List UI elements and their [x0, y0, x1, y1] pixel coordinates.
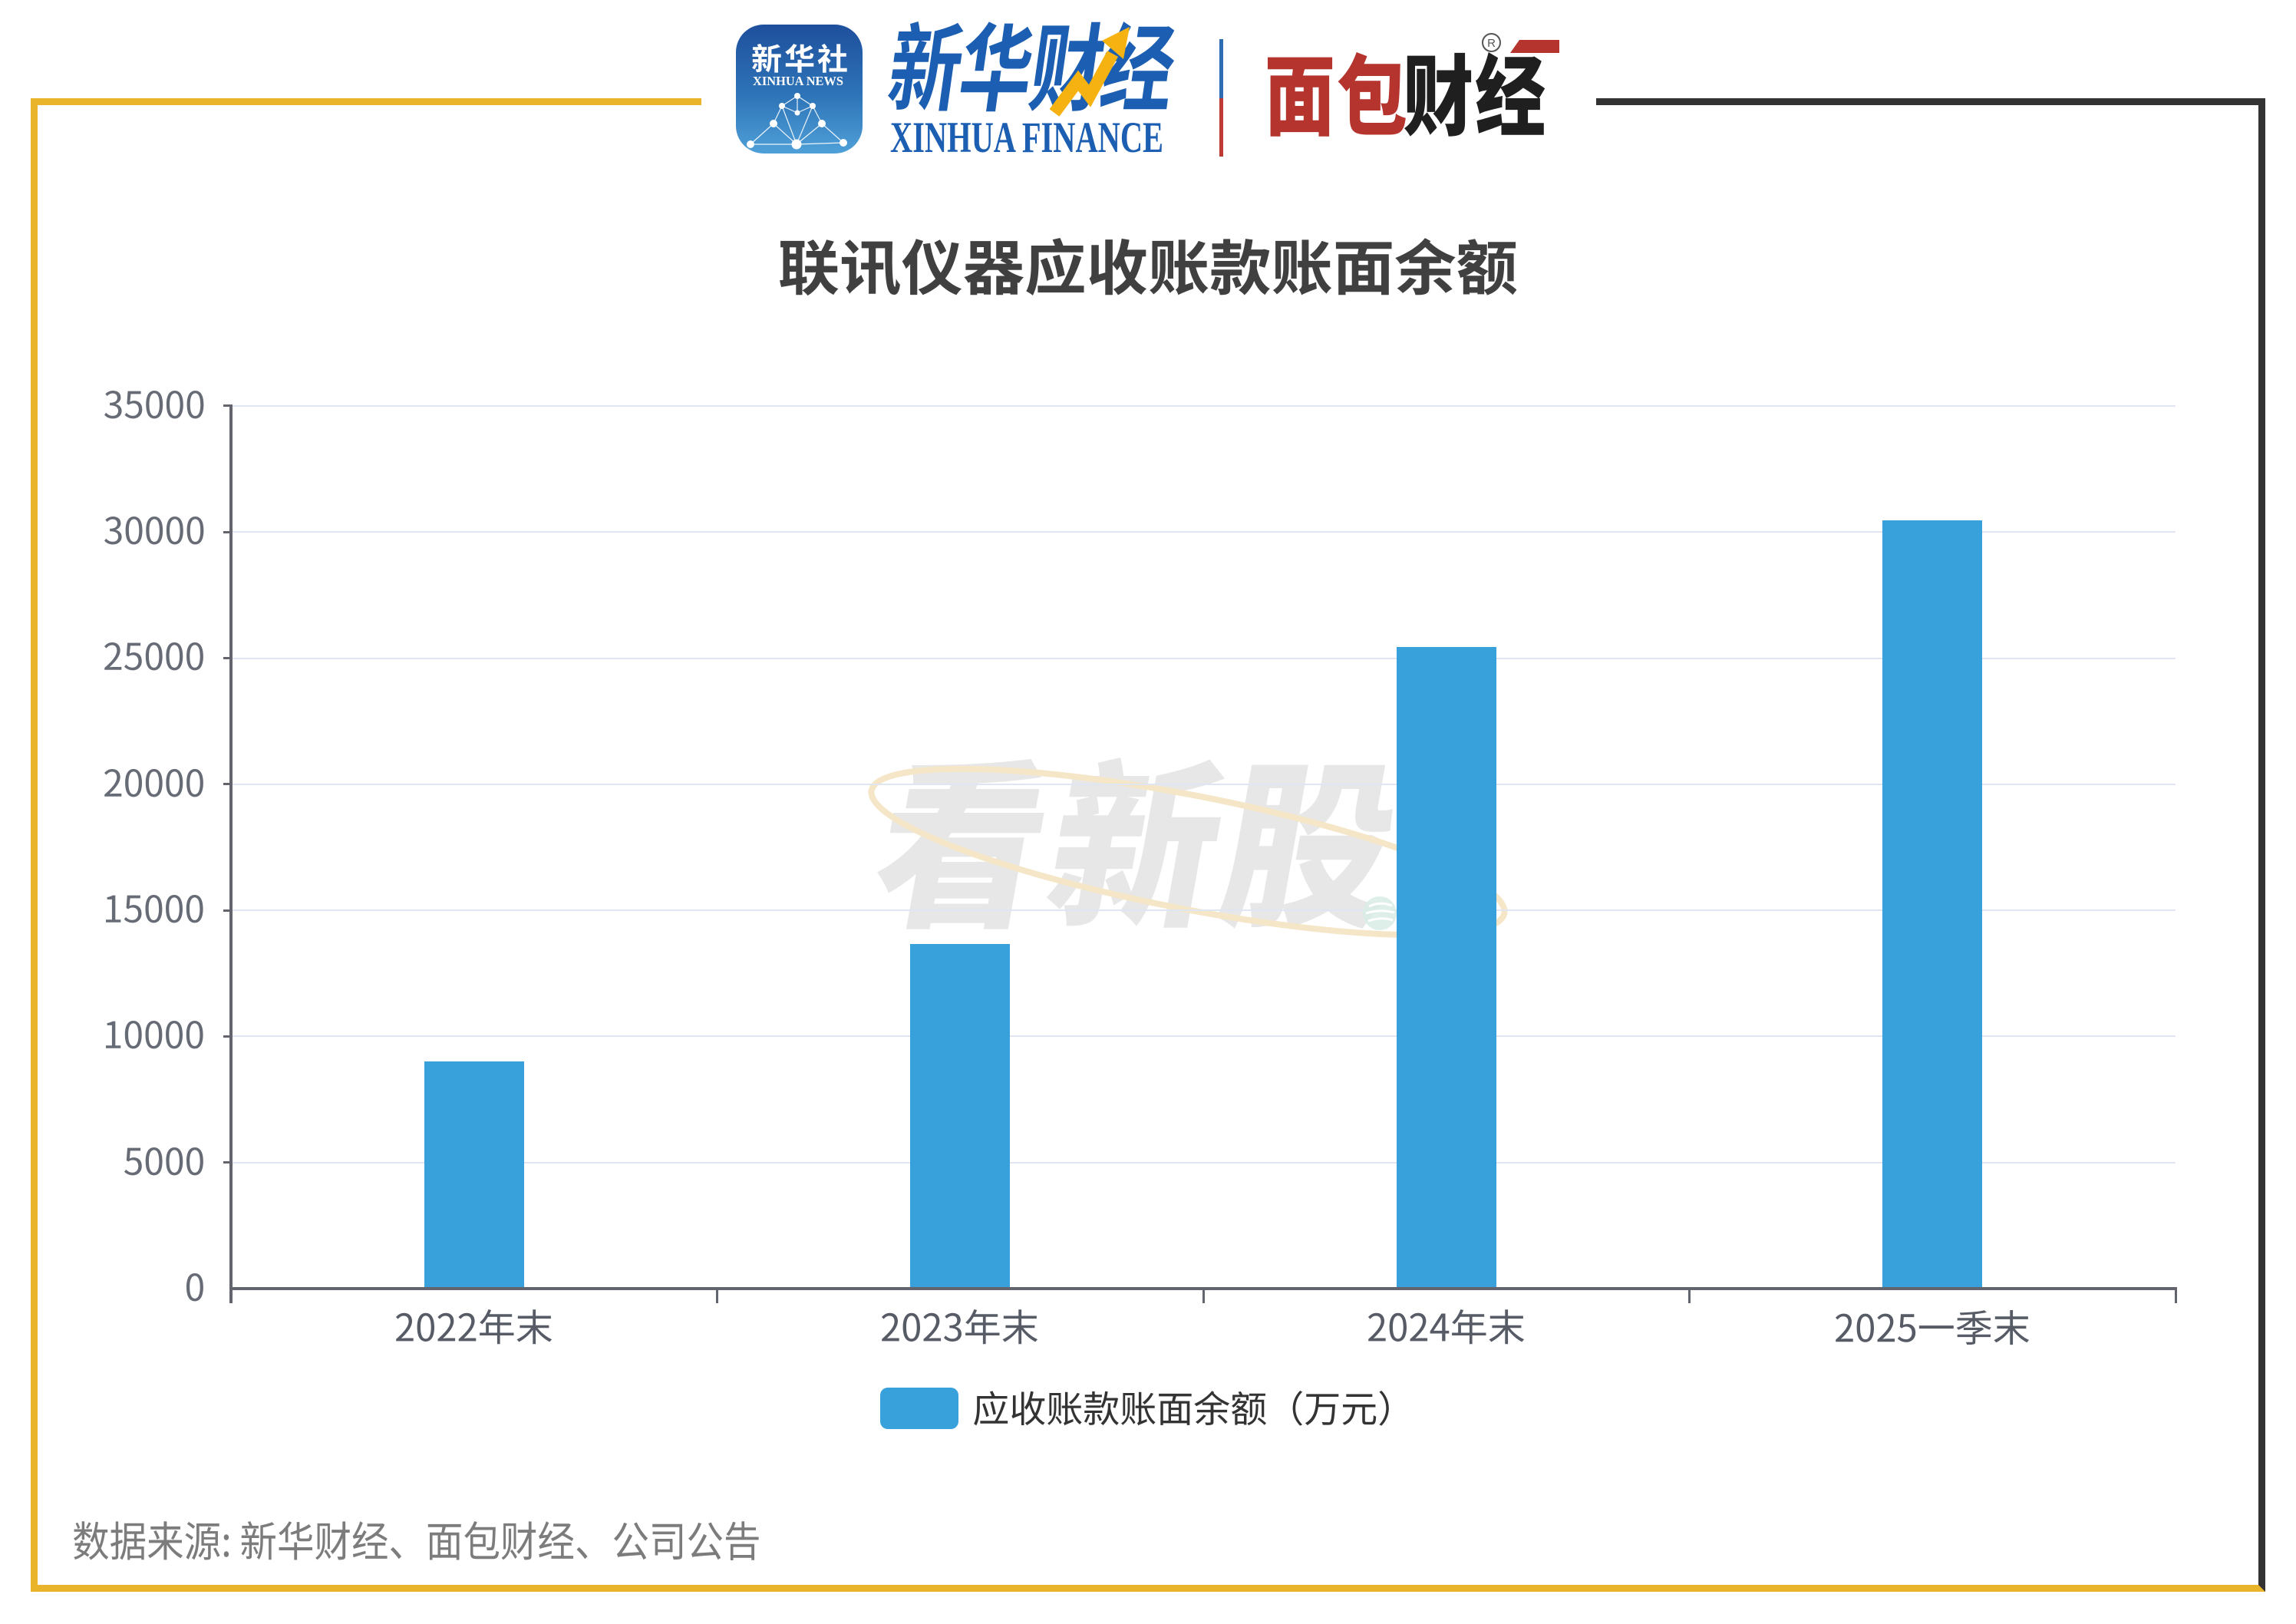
svg-text:XINHUA NEWS: XINHUA NEWS [753, 74, 843, 88]
svg-text:R: R [1487, 37, 1496, 50]
svg-text:XINHUA FINANCE: XINHUA FINANCE [890, 114, 1163, 162]
